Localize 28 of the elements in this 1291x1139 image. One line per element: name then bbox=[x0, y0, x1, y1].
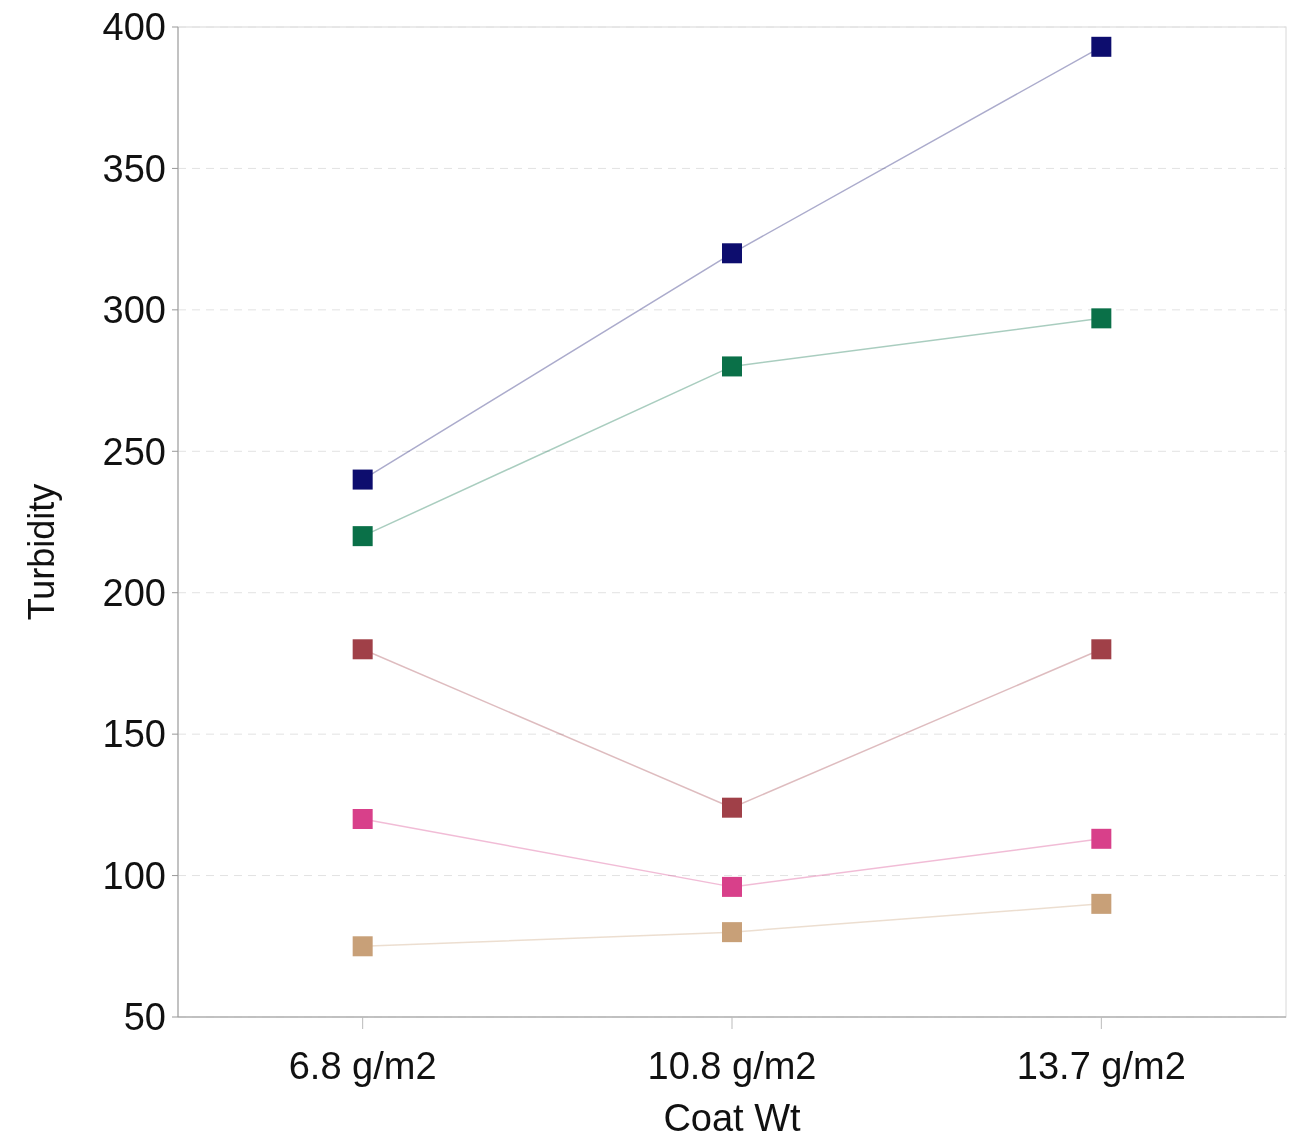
x-tick-label: 13.7 g/m2 bbox=[1016, 1045, 1186, 1087]
point bbox=[352, 809, 373, 829]
y-tick-label: 200 bbox=[102, 572, 166, 615]
point bbox=[1091, 828, 1112, 849]
y-tick-label: 350 bbox=[102, 147, 166, 190]
y-axis-title: Turbidity bbox=[21, 483, 62, 621]
x-axis-title: Coat Wt bbox=[663, 1097, 802, 1139]
point bbox=[722, 876, 742, 897]
y-tick-label: 100 bbox=[102, 854, 166, 897]
point bbox=[352, 639, 373, 660]
y-tick-label: 50 bbox=[123, 996, 166, 1039]
point bbox=[1091, 308, 1112, 329]
x-tick-label: 10.8 g/m2 bbox=[647, 1045, 817, 1087]
y-tick-label: 150 bbox=[102, 713, 166, 756]
point bbox=[1091, 893, 1112, 914]
point bbox=[722, 356, 742, 377]
x-tick-label: 6.8 g/m2 bbox=[288, 1045, 437, 1087]
y-tick-label: 400 bbox=[102, 6, 166, 49]
point bbox=[1091, 639, 1112, 660]
point bbox=[352, 526, 373, 547]
point bbox=[1091, 36, 1112, 57]
y-tick-label: 300 bbox=[102, 289, 166, 332]
point bbox=[722, 243, 742, 264]
point bbox=[352, 469, 373, 490]
point bbox=[722, 922, 742, 943]
point bbox=[352, 936, 373, 957]
point bbox=[722, 797, 742, 818]
y-tick-label: 250 bbox=[102, 430, 166, 473]
